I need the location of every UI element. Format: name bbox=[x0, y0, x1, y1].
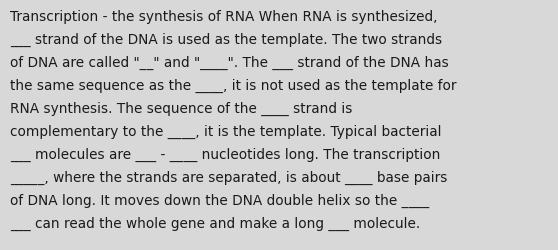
Text: complementary to the ____, it is the template. Typical bacterial: complementary to the ____, it is the tem… bbox=[10, 124, 441, 138]
Text: ___ can read the whole gene and make a long ___ molecule.: ___ can read the whole gene and make a l… bbox=[10, 216, 420, 230]
Text: of DNA long. It moves down the DNA double helix so the ____: of DNA long. It moves down the DNA doubl… bbox=[10, 193, 429, 207]
Text: the same sequence as the ____, it is not used as the template for: the same sequence as the ____, it is not… bbox=[10, 79, 456, 93]
Text: ___ strand of the DNA is used as the template. The two strands: ___ strand of the DNA is used as the tem… bbox=[10, 33, 442, 47]
Text: RNA synthesis. The sequence of the ____ strand is: RNA synthesis. The sequence of the ____ … bbox=[10, 102, 352, 116]
Text: of DNA are called "__" and "____". The ___ strand of the DNA has: of DNA are called "__" and "____". The _… bbox=[10, 56, 449, 70]
Text: Transcription - the synthesis of RNA When RNA is synthesized,: Transcription - the synthesis of RNA Whe… bbox=[10, 10, 437, 24]
Text: _____, where the strands are separated, is about ____ base pairs: _____, where the strands are separated, … bbox=[10, 170, 448, 184]
Text: ___ molecules are ___ - ____ nucleotides long. The transcription: ___ molecules are ___ - ____ nucleotides… bbox=[10, 148, 440, 162]
